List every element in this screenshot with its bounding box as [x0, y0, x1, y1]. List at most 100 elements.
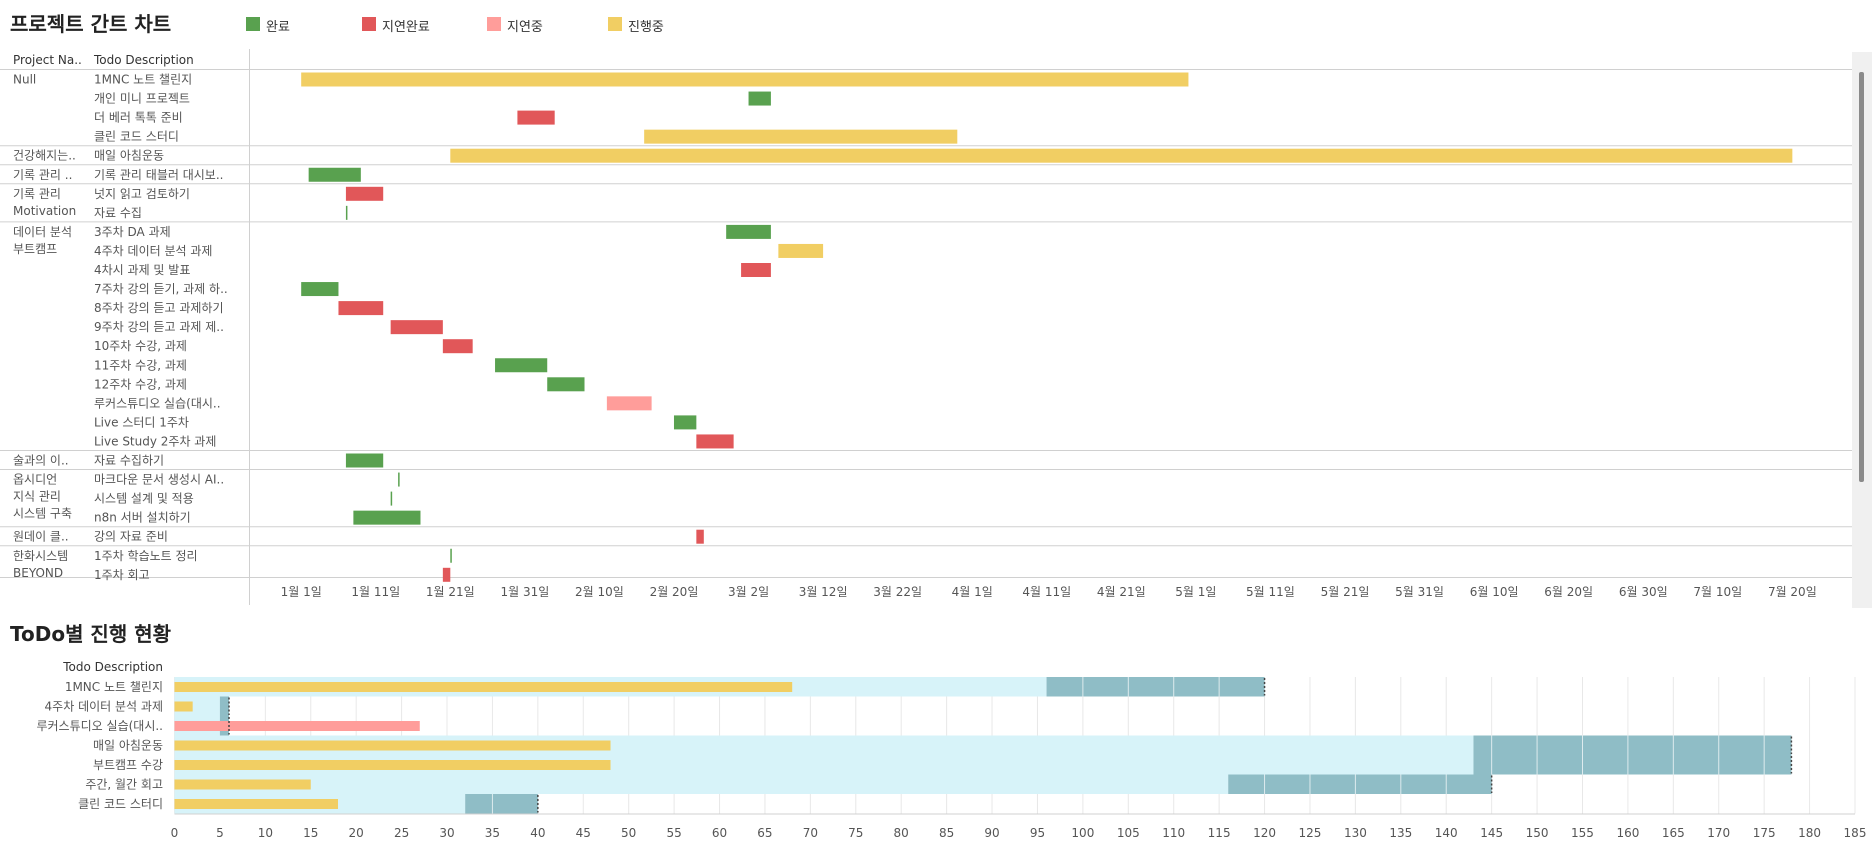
progress-bar[interactable] — [174, 721, 420, 731]
progress-x-tick-label: 125 — [1299, 826, 1322, 840]
gantt-bar[interactable] — [301, 282, 339, 297]
progress-bar[interactable] — [174, 799, 339, 809]
gantt-task-label: 10주차 수강, 과제 — [94, 339, 187, 353]
gantt-x-tick-label: 5월 11일 — [1246, 585, 1295, 599]
gantt-task-label: 자료 수집하기 — [94, 454, 164, 468]
progress-x-tick-label: 55 — [666, 826, 681, 840]
progress-bar[interactable] — [174, 740, 611, 751]
gantt-scrollbar-thumb[interactable] — [1859, 72, 1864, 482]
gantt-bar[interactable] — [517, 110, 555, 125]
gantt-project-label: 기록 관리 .. — [13, 168, 72, 182]
gantt-bar[interactable] — [301, 72, 1189, 87]
legend-swatch-late-done — [362, 17, 376, 31]
gantt-bar[interactable] — [748, 91, 771, 106]
gantt-project-label: 데이터 분석 — [13, 225, 72, 239]
gantt-bar[interactable] — [726, 224, 771, 239]
gantt-title: 프로젝트 간트 차트 — [10, 12, 172, 36]
gantt-task-label: 매일 아침운동 — [94, 149, 164, 163]
gantt-x-tick-label: 1월 1일 — [281, 585, 322, 599]
progress-x-tick-label: 115 — [1208, 826, 1231, 840]
gantt-x-tick-label: 5월 21일 — [1321, 585, 1370, 599]
gantt-task-label: 자료 수집 — [94, 206, 142, 220]
progress-band-dark — [1046, 677, 1265, 697]
progress-title: ToDo별 진행 현황 — [10, 622, 171, 646]
gantt-x-tick-label: 3월 12일 — [799, 585, 848, 599]
gantt-x-tick-label: 7월 10일 — [1693, 585, 1742, 599]
progress-x-tick-label: 110 — [1162, 826, 1185, 840]
gantt-task-label: 강의 자료 준비 — [94, 530, 168, 544]
gantt-bar[interactable] — [442, 567, 451, 582]
gantt-task-label: 1MNC 노트 챌린지 — [94, 73, 192, 87]
gantt-task-label: 8주차 강의 듣고 과제하기 — [94, 301, 223, 315]
gantt-bar[interactable] — [547, 377, 585, 392]
gantt-bar[interactable] — [345, 186, 384, 201]
gantt-bar[interactable] — [398, 472, 400, 487]
progress-category-label: 1MNC 노트 챌린지 — [65, 680, 163, 694]
gantt-bar[interactable] — [345, 453, 384, 468]
gantt-x-tick-label: 6월 30일 — [1619, 585, 1668, 599]
progress-x-tick-label: 15 — [303, 826, 318, 840]
progress-bar[interactable] — [174, 779, 311, 790]
gantt-bar[interactable] — [450, 148, 1793, 163]
gantt-bar[interactable] — [644, 129, 958, 144]
gantt-task-label: Live Study 2주차 과제 — [94, 434, 216, 448]
progress-band-dark — [1473, 735, 1792, 755]
gantt-chart: Project Na.. Todo Description Null 1MNC 노… — [0, 49, 1872, 608]
gantt-bar[interactable] — [353, 510, 421, 525]
gantt-bar[interactable] — [778, 243, 824, 258]
gantt-project-label: 한화시스템 — [13, 549, 68, 563]
gantt-bar[interactable] — [696, 529, 704, 544]
gantt-col-project-header: Project Na.. — [13, 53, 82, 67]
gantt-bar[interactable] — [390, 491, 393, 506]
gantt-task-label: 루커스튜디오 실습(대시.. — [94, 396, 221, 410]
gantt-task-label: 클린 코드 스터디 — [94, 130, 179, 144]
progress-x-tick-label: 65 — [757, 826, 772, 840]
gantt-project-label: 부트캠프 — [13, 242, 57, 256]
gantt-bar[interactable] — [338, 301, 384, 316]
gantt-bar[interactable] — [673, 415, 697, 430]
progress-bar[interactable] — [174, 760, 611, 770]
progress-x-tick-label: 20 — [349, 826, 364, 840]
progress-category-label: 4주차 데이터 분석 과제 — [45, 700, 163, 714]
gantt-bar[interactable] — [741, 263, 771, 277]
progress-x-tick-label: 145 — [1480, 826, 1503, 840]
progress-x-tick-label: 135 — [1389, 826, 1412, 840]
gantt-project-label: 지식 관리 — [13, 490, 61, 504]
progress-band-light — [174, 774, 1229, 794]
gantt-bar[interactable] — [345, 205, 348, 220]
progress-x-tick-label: 45 — [576, 826, 591, 840]
gantt-task-label: 7주차 강의 듣기, 과제 하.. — [94, 282, 228, 296]
gantt-bar[interactable] — [450, 548, 452, 563]
legend-swatch-progress — [608, 17, 622, 31]
legend-swatch-late — [487, 17, 501, 31]
gantt-task-label: 더 베러 톡톡 준비 — [94, 111, 183, 125]
progress-category-label: 주간, 월간 회고 — [85, 778, 163, 792]
progress-bar[interactable] — [174, 701, 193, 712]
progress-x-tick-label: 85 — [939, 826, 954, 840]
gantt-task-label: 3주차 DA 과제 — [94, 225, 171, 239]
progress-x-tick-label: 30 — [439, 826, 454, 840]
gantt-x-tick-label: 4월 21일 — [1097, 585, 1146, 599]
progress-x-tick-label: 150 — [1526, 826, 1549, 840]
gantt-project-label: 건강해지는.. — [13, 149, 76, 163]
gantt-project-label: 기록 관리 — [13, 187, 61, 201]
gantt-project-label: BEYOND — [13, 566, 63, 580]
gantt-task-label: 4주차 데이터 분석 과제 — [94, 244, 212, 258]
gantt-bar[interactable] — [495, 358, 548, 373]
progress-x-tick-label: 5 — [216, 826, 224, 840]
gantt-bar[interactable] — [390, 320, 443, 335]
gantt-x-tick-label: 1월 11일 — [351, 585, 400, 599]
gantt-bar[interactable] — [696, 434, 734, 449]
gantt-project-label: 시스템 구축 — [13, 507, 72, 521]
progress-x-tick-label: 170 — [1707, 826, 1730, 840]
gantt-project-label: 원데이 클.. — [13, 530, 69, 544]
gantt-x-tick-label: 2월 10일 — [575, 585, 624, 599]
gantt-bar[interactable] — [442, 339, 473, 354]
gantt-bar[interactable] — [606, 396, 652, 411]
progress-bar[interactable] — [174, 682, 793, 692]
gantt-task-label: 넛지 읽고 검토하기 — [94, 187, 190, 201]
legend-swatch-done — [246, 17, 260, 31]
progress-category-label: 클린 코드 스터디 — [78, 797, 163, 811]
progress-x-tick-label: 160 — [1616, 826, 1639, 840]
gantt-bar[interactable] — [308, 167, 361, 182]
